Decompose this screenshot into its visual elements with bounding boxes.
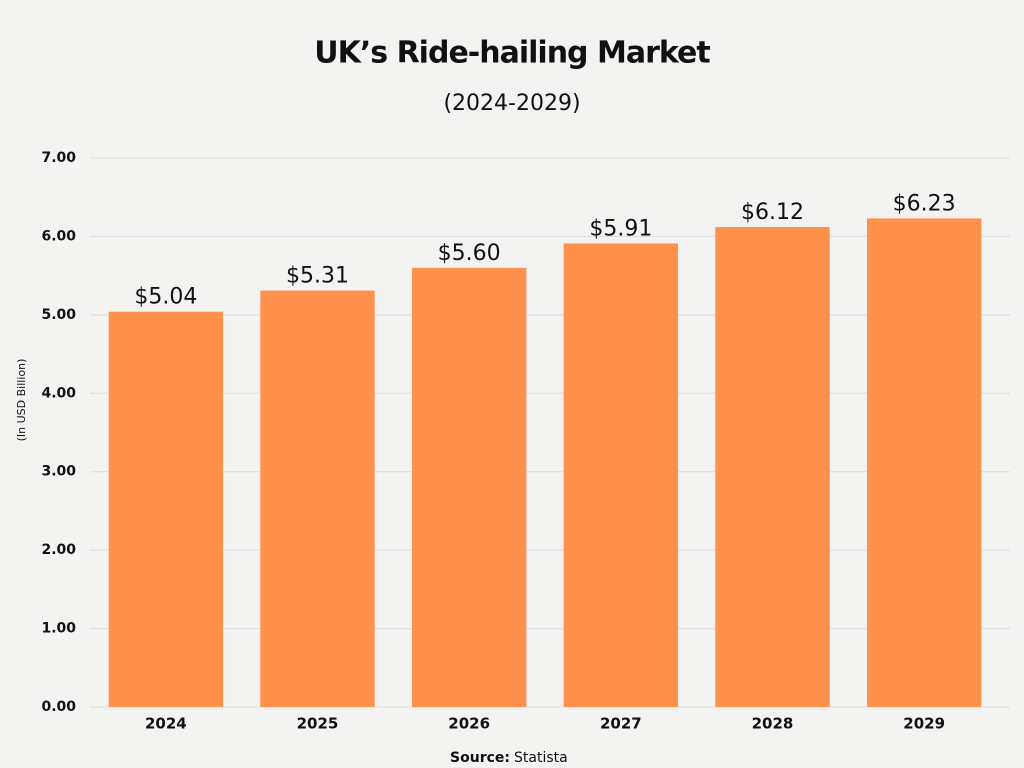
- bar: [563, 243, 679, 708]
- value-label: $6.12: [741, 200, 804, 225]
- bar: [866, 218, 982, 707]
- source-label: Source:: [450, 750, 510, 766]
- y-tick-label: 7.00: [41, 150, 76, 166]
- x-tick-label: 2026: [448, 715, 490, 733]
- y-tick-label: 3.00: [41, 464, 76, 480]
- x-tick-label: 2027: [600, 715, 642, 733]
- bar: [260, 290, 375, 707]
- y-tick-label: 2.00: [41, 542, 76, 558]
- y-tick-label: 0.00: [41, 699, 76, 715]
- x-tick-label: 2024: [145, 715, 187, 733]
- y-tick-label: 4.00: [41, 385, 76, 401]
- value-label: $5.60: [438, 241, 501, 266]
- x-tick-label: 2028: [752, 715, 794, 733]
- value-label: $5.31: [286, 264, 349, 289]
- value-label: $5.91: [589, 216, 652, 241]
- y-tick-label: 5.00: [41, 307, 76, 323]
- chart-subtitle: (2024-2029): [443, 91, 580, 116]
- x-tick-label: 2025: [297, 715, 339, 733]
- source: Statista: [514, 750, 568, 766]
- value-label: $5.04: [134, 285, 197, 310]
- bar: [108, 311, 224, 707]
- y-axis-label: (In USD Billion): [15, 359, 28, 442]
- y-tick-label: 6.00: [41, 228, 76, 244]
- bar: [715, 227, 830, 707]
- bar: [411, 267, 527, 707]
- x-tick-label: 2029: [903, 715, 945, 733]
- y-tick-label: 1.00: [41, 621, 76, 637]
- value-label: $6.23: [893, 191, 956, 216]
- chart-title: UK’s Ride-hailing Market: [314, 36, 710, 71]
